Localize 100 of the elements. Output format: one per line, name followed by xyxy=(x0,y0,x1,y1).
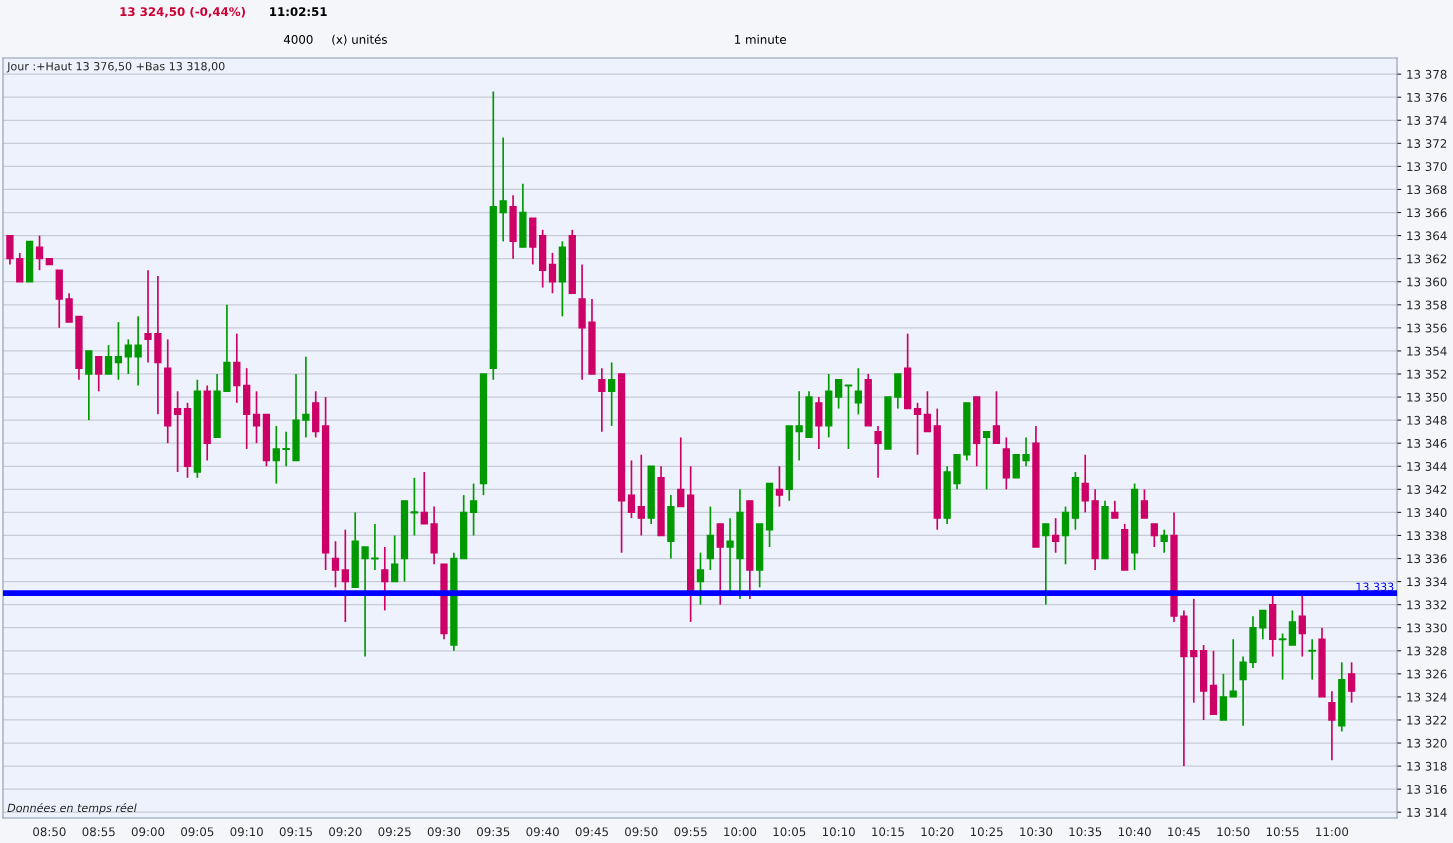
y-tick-label: 13 354 xyxy=(1407,346,1447,356)
candlestick xyxy=(1308,638,1317,681)
text: 13 324,50 (-0,44%) xyxy=(120,6,245,18)
y-tick-label: 13 372 xyxy=(1407,139,1447,148)
candlestick xyxy=(104,344,113,375)
candlestick xyxy=(815,396,823,450)
y-tick-label: 13 320 xyxy=(1407,738,1447,748)
candlestick xyxy=(854,367,862,416)
x-tick-label: 10:00 xyxy=(724,827,757,837)
y-tick-label: 13 350 xyxy=(1407,392,1447,402)
y-tick-label: 13 344 xyxy=(1407,461,1447,471)
x-tick-label: 10:35 xyxy=(1069,827,1102,837)
candlestick xyxy=(1239,655,1247,727)
y-tick-label: 13 336 xyxy=(1407,554,1447,564)
candlestick xyxy=(844,384,853,450)
x-tick-label: 10:25 xyxy=(970,827,1003,837)
candlestick xyxy=(608,361,616,427)
y-tick-label: 13 348 xyxy=(1407,415,1447,425)
candlestick xyxy=(913,401,922,456)
candlestick xyxy=(469,482,478,537)
text: 11:02:51 xyxy=(270,7,327,17)
text: 4000 xyxy=(283,34,313,44)
x-tick-label: 09:35 xyxy=(477,827,510,837)
y-tick-label: 13 318 xyxy=(1407,761,1447,771)
candlestick xyxy=(65,292,73,323)
x-tick-label: 09:25 xyxy=(378,827,411,837)
candlestick xyxy=(420,471,428,525)
y-tick-label: 13 360 xyxy=(1407,277,1447,287)
candlestick xyxy=(1051,517,1060,554)
candlestick xyxy=(173,390,182,473)
y-tick-label: 13 330 xyxy=(1407,623,1447,633)
candlestick xyxy=(1288,609,1297,646)
y-tick-label: 13 366 xyxy=(1407,208,1447,218)
candlestick xyxy=(134,315,142,387)
candlestick xyxy=(677,436,685,508)
candlestick xyxy=(361,546,369,658)
candlestick xyxy=(410,476,419,537)
y-tick-label: 13 368 xyxy=(1407,185,1447,195)
text: 1 minute xyxy=(735,34,787,44)
candlestick xyxy=(894,373,902,410)
y-tick-label: 13 352 xyxy=(1407,369,1447,379)
candlestick xyxy=(696,551,705,606)
x-tick-label: 10:10 xyxy=(822,827,855,837)
candlestick xyxy=(252,390,261,445)
candlestick xyxy=(775,465,784,508)
candlestick xyxy=(341,528,349,623)
candlestick xyxy=(35,234,44,272)
candlestick xyxy=(874,425,882,479)
x-tick-label: 10:05 xyxy=(773,827,806,837)
x-tick-label: 10:15 xyxy=(872,827,904,837)
candlestick xyxy=(16,252,24,283)
text: (x) unités xyxy=(332,34,387,46)
x-tick-label: 11:00 xyxy=(1316,827,1349,837)
y-tick-label: 13 316 xyxy=(1407,784,1447,794)
candlestick xyxy=(1190,598,1198,704)
y-tick-label: 13 314 xyxy=(1407,807,1447,817)
candlestick xyxy=(627,459,636,519)
y-tick-label: 13 374 xyxy=(1407,116,1447,125)
candlestick xyxy=(1081,453,1089,514)
candlestick xyxy=(302,355,310,439)
candlestick xyxy=(1061,505,1070,566)
x-tick-label: 10:50 xyxy=(1217,827,1250,837)
candlestick xyxy=(95,355,103,393)
y-tick-label: 13 334 xyxy=(1407,577,1447,587)
x-tick-label: 08:50 xyxy=(33,827,66,837)
x-tick-label: 09:55 xyxy=(674,827,707,837)
candlestick xyxy=(992,390,1001,445)
candlestick xyxy=(716,523,724,606)
candlestick xyxy=(85,350,93,421)
candlestick xyxy=(834,378,843,410)
y-tick-label: 13 342 xyxy=(1407,485,1447,494)
candlestick xyxy=(1140,488,1149,519)
candlestick xyxy=(1022,436,1030,468)
candlestick xyxy=(391,534,399,583)
y-tick-label: 13 362 xyxy=(1407,254,1447,264)
candlestick xyxy=(1259,609,1267,641)
y-tick-label: 13 326 xyxy=(1407,669,1447,679)
y-tick-label: 13 340 xyxy=(1407,508,1447,518)
x-tick-label: 09:40 xyxy=(526,827,559,837)
x-tick-label: 09:30 xyxy=(427,827,461,837)
candlestick xyxy=(6,234,14,266)
x-tick-label: 10:45 xyxy=(1168,827,1200,837)
x-tick-label: 09:15 xyxy=(279,827,312,837)
x-tick-label: 10:30 xyxy=(1020,827,1053,837)
candlestick xyxy=(124,338,132,375)
y-tick-label: 13 356 xyxy=(1407,323,1447,333)
y-tick-label: 13 364 xyxy=(1407,231,1447,241)
x-tick-label: 10:20 xyxy=(921,827,954,837)
candlestick xyxy=(144,269,152,364)
annotation: Données en temps réel xyxy=(7,803,137,815)
candlestick xyxy=(1012,454,1020,479)
annotation: Jour :+Haut 13 376,50 +Bas 13 318,00 xyxy=(6,62,225,73)
candlestick xyxy=(1150,523,1158,548)
y-tick-label: 13 370 xyxy=(1407,162,1447,172)
candlestick xyxy=(381,546,389,612)
candlestick xyxy=(1328,690,1336,762)
candlestick xyxy=(982,430,991,491)
y-tick-label: 13 322 xyxy=(1407,715,1447,725)
candlestick xyxy=(331,540,340,589)
candlestick xyxy=(637,453,645,537)
